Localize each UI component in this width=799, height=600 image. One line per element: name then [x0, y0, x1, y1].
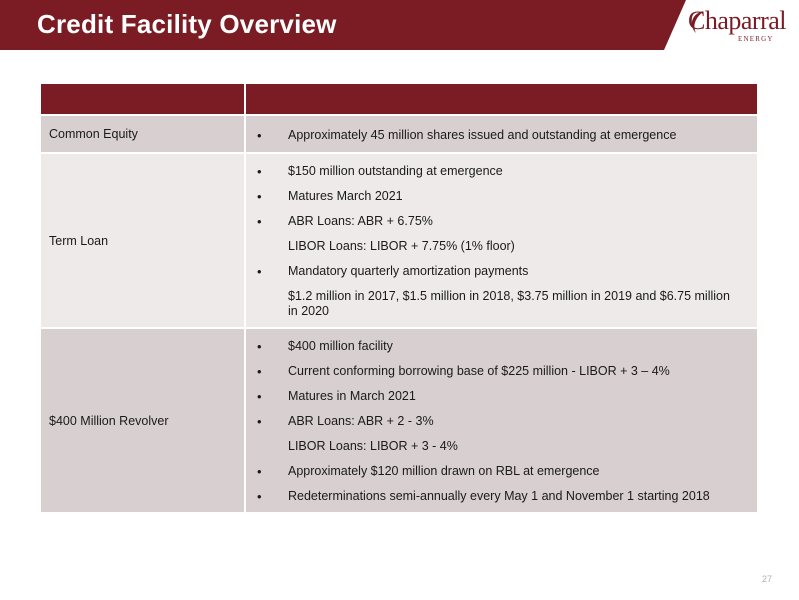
list-item-text: Current conforming borrowing base of $22… — [288, 364, 670, 378]
bullet: • — [257, 364, 262, 379]
list-item: • ABR Loans: ABR + 2 - 3% — [254, 414, 743, 429]
bullet: • — [257, 389, 262, 404]
list-item: • Matures March 2021 — [254, 189, 743, 204]
row-details: • $150 million outstanding at emergence … — [244, 152, 759, 329]
list-item-text: $150 million outstanding at emergence — [288, 164, 503, 178]
list-item: • ABR Loans: ABR + 6.75% — [254, 214, 743, 229]
list-item: • Approximately $120 million drawn on RB… — [254, 464, 743, 479]
list-item-text: Approximately $120 million drawn on RBL … — [288, 464, 600, 478]
header-bar — [0, 0, 799, 50]
list-item: • Mandatory quarterly amortization payme… — [254, 264, 743, 279]
list-item-text: Redeterminations semi-annually every May… — [288, 489, 710, 503]
list-item: • $400 million facility — [254, 339, 743, 354]
credit-facility-table: Common Equity • Approximately 45 million… — [39, 82, 759, 514]
row-label: Term Loan — [39, 152, 246, 329]
list-item: LIBOR Loans: LIBOR + 7.75% (1% floor) — [254, 239, 743, 254]
bullet: • — [257, 489, 262, 504]
bullet: • — [257, 264, 262, 279]
bullet: • — [257, 214, 262, 229]
bullet: • — [257, 414, 262, 429]
list-item-text: ABR Loans: ABR + 6.75% — [288, 214, 433, 228]
list-item: • Redeterminations semi-annually every M… — [254, 489, 743, 504]
table-row: $400 Million Revolver • $400 million fac… — [39, 327, 759, 514]
table-header-row — [39, 82, 759, 116]
table-header-cell — [39, 82, 246, 116]
list-item: LIBOR Loans: LIBOR + 3 - 4% — [254, 439, 743, 454]
list-item-text: LIBOR Loans: LIBOR + 3 - 4% — [288, 439, 458, 453]
list-item-text: LIBOR Loans: LIBOR + 7.75% (1% floor) — [288, 239, 515, 253]
list-item-text: Matures March 2021 — [288, 189, 403, 203]
logo-panel — [664, 0, 799, 50]
bullet: • — [257, 189, 262, 204]
row-details: • $400 million facility • Current confor… — [244, 327, 759, 514]
table-header-cell — [244, 82, 759, 116]
row-details: • Approximately 45 million shares issued… — [244, 114, 759, 154]
list-item-text: $400 million facility — [288, 339, 393, 353]
company-logo: Chaparral ENERGY — [688, 6, 788, 44]
bullet: • — [257, 127, 262, 143]
table-row: Common Equity • Approximately 45 million… — [39, 114, 759, 154]
row-label: $400 Million Revolver — [39, 327, 246, 514]
page-number: 27 — [762, 574, 773, 584]
row-label: Common Equity — [39, 114, 246, 154]
list-item-text: Approximately 45 million shares issued a… — [288, 127, 677, 142]
logo-swoosh-icon — [691, 11, 704, 33]
list-item: • $150 million outstanding at emergence — [254, 164, 743, 179]
list-item-text: ABR Loans: ABR + 2 - 3% — [288, 414, 434, 428]
list-item-text: Matures in March 2021 — [288, 389, 416, 403]
list-item-text: $1.2 million in 2017, $1.5 million in 20… — [288, 289, 730, 318]
list-item: • Current conforming borrowing base of $… — [254, 364, 743, 379]
page-title: Credit Facility Overview — [37, 9, 337, 39]
list-item: • Matures in March 2021 — [254, 389, 743, 404]
bullet: • — [257, 339, 262, 354]
logo-subtext: ENERGY — [738, 35, 774, 43]
list-item-text: Mandatory quarterly amortization payment… — [288, 264, 529, 278]
bullet: • — [257, 464, 262, 479]
bullet: • — [257, 164, 262, 179]
list-item: $1.2 million in 2017, $1.5 million in 20… — [254, 289, 743, 319]
list-item: • Approximately 45 million shares issued… — [254, 128, 743, 143]
logo-text: Chaparral — [688, 6, 787, 35]
table-row: Term Loan • $150 million outstanding at … — [39, 152, 759, 329]
